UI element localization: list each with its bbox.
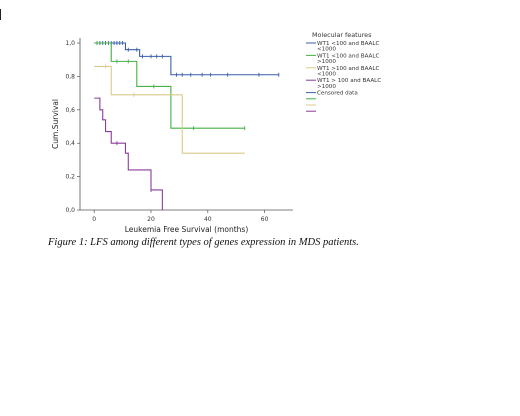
legend-item-4: WT1 > 100 and BAALC>1000	[306, 78, 381, 90]
legend-label: WT1 > 100 and BAALC	[317, 78, 381, 84]
plot-area	[79, 38, 293, 211]
y-tick-label: 0,2	[65, 174, 75, 181]
y-axis-title: Cum.Survival	[51, 99, 60, 149]
survival-step-line	[94, 42, 279, 76]
legend-label: WT1 <100 and BAALC	[317, 53, 379, 59]
kaplan-meier-chart: 0,0 0,2 0,4 0,6 0,8 1,0 0 20 40 60 Cum.Survival L…	[51, 31, 381, 234]
survival-curve-4	[94, 97, 163, 210]
y-tick-label: 0,6	[65, 107, 75, 114]
legend-item-5: Censored data	[306, 91, 358, 97]
survival-curve-1	[94, 41, 280, 77]
x-tick-label: 40	[204, 216, 212, 223]
figure-caption: Figure 1: LFS among different types of g…	[48, 237, 359, 248]
legend-label: >1000	[317, 84, 336, 90]
legend-item-3: WT1 >100 and BAALC<1000	[306, 66, 379, 77]
y-tick-label: 0,0	[65, 207, 75, 214]
x-tick-label: 0	[92, 216, 96, 223]
legend-item-2: WT1 <100 and BAALC>1000	[306, 53, 379, 65]
legend-label: Censored data	[317, 91, 358, 97]
survival-curve-3	[94, 64, 245, 154]
x-tick-label: 60	[261, 216, 269, 223]
survival-curves	[94, 41, 280, 210]
x-tick-label: 20	[147, 216, 155, 223]
legend-label: <1000	[317, 71, 336, 77]
legend-label: WT1 <100 and BAALC	[317, 41, 379, 47]
legend-label: WT1 >100 and BAALC	[317, 66, 379, 72]
y-tick-label: 0,8	[65, 73, 75, 80]
survival-step-line	[94, 65, 245, 154]
y-tick-label: 1,0	[65, 40, 75, 47]
legend: Molecular features WT1 <100 and BAALC<10…	[306, 31, 381, 112]
survival-curve-2	[94, 41, 246, 131]
legend-item-1: WT1 <100 and BAALC<1000	[306, 41, 379, 53]
legend-title: Molecular features	[312, 31, 372, 39]
axis-ticks: 0,0 0,2 0,4 0,6 0,8 1,0 0 20 40 60	[65, 40, 268, 223]
x-axis-title: Leukemia Free Survival (months)	[125, 225, 249, 234]
survival-step-line	[94, 42, 245, 129]
y-tick-label: 0,4	[65, 140, 75, 147]
page-edge-mark	[0, 9, 1, 20]
survival-step-line	[94, 97, 163, 210]
legend-label: >1000	[317, 59, 336, 65]
legend-label: <1000	[317, 47, 336, 53]
